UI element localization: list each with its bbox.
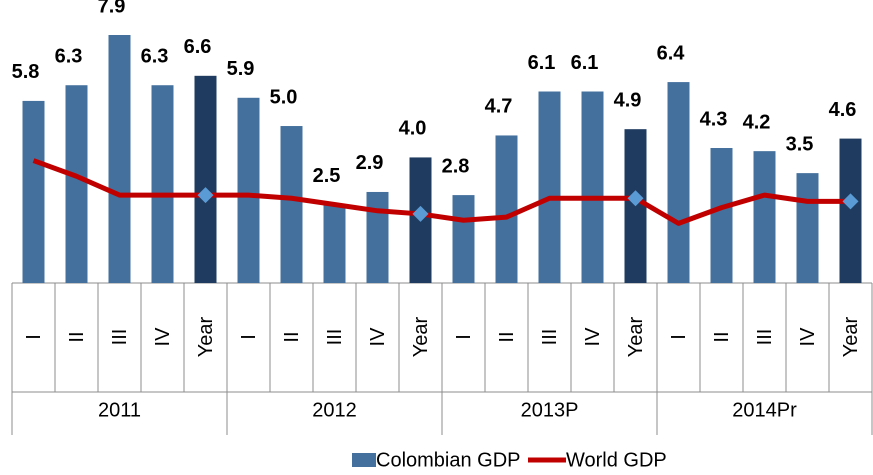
data-label: 6.3 (55, 46, 83, 68)
bar (839, 138, 862, 283)
bar (108, 35, 131, 283)
x-tick-label: II (281, 331, 303, 342)
data-label: 6.3 (141, 46, 169, 68)
x-tick-label: Year (625, 316, 647, 357)
bar (495, 135, 518, 283)
data-label: 2.9 (356, 152, 384, 174)
data-label: 2.8 (442, 155, 470, 177)
data-label: 5.8 (12, 61, 40, 83)
line-marker (412, 205, 429, 222)
x-tick-label: Year (195, 316, 217, 357)
data-label: 6.4 (657, 42, 686, 64)
x-tick-label: IV (797, 327, 819, 347)
x-tick-label: III (324, 329, 346, 346)
bar (581, 91, 604, 283)
x-tick-label: I (238, 334, 260, 340)
bar (366, 191, 389, 283)
legend-label: World GDP (566, 449, 667, 471)
data-label: 4.6 (829, 99, 857, 121)
group-label: 2011 (98, 399, 141, 421)
x-tick-label: I (668, 334, 690, 340)
group-label: 2012 (312, 399, 357, 421)
line-marker (627, 190, 644, 207)
x-tick-label: IV (582, 327, 604, 347)
bar (280, 126, 303, 284)
data-label: 7.9 (98, 0, 126, 17)
x-tick-label: IV (152, 327, 174, 347)
bar (65, 85, 88, 284)
x-tick-label: I (453, 334, 475, 340)
data-label: 4.9 (614, 89, 642, 111)
line-marker (197, 187, 214, 204)
data-label: 6.1 (571, 52, 599, 74)
data-label: 2.5 (313, 165, 341, 187)
data-label: 4.7 (485, 96, 513, 118)
x-tick-label: Year (840, 316, 862, 357)
bar (323, 204, 346, 283)
data-label: 6.6 (184, 36, 212, 58)
bar (237, 97, 260, 283)
bar (667, 82, 690, 283)
x-tick-label: II (496, 331, 518, 342)
line (32, 158, 851, 226)
x-tick-label: IV (367, 327, 389, 347)
data-label: 4.2 (743, 111, 771, 133)
bar (22, 100, 45, 284)
bar (710, 148, 733, 283)
x-tick-label: III (754, 329, 776, 346)
x-tick-label: III (539, 329, 561, 346)
data-label: 3.5 (786, 133, 814, 155)
x-tick-label: III (109, 329, 131, 346)
bar (151, 85, 174, 284)
data-label: 5.9 (227, 58, 255, 80)
group-label: 2014Pr (732, 399, 797, 421)
data-label: 4.0 (399, 118, 427, 140)
bar (194, 75, 217, 284)
x-tick-label: II (66, 331, 88, 342)
data-label: 6.1 (528, 52, 556, 74)
data-label: 4.3 (700, 108, 728, 130)
x-tick-label: Year (410, 316, 432, 357)
bar (796, 173, 819, 283)
data-label: 5.0 (270, 86, 298, 108)
bar (452, 195, 475, 283)
legend-label: Colombian GDP (376, 449, 521, 471)
legend-swatch (352, 453, 376, 467)
group-label: 2013P (521, 399, 579, 421)
line-marker (842, 193, 859, 210)
bar (753, 151, 776, 283)
x-tick-label: II (711, 331, 733, 342)
bar (538, 91, 561, 283)
x-tick-label: I (23, 334, 45, 340)
